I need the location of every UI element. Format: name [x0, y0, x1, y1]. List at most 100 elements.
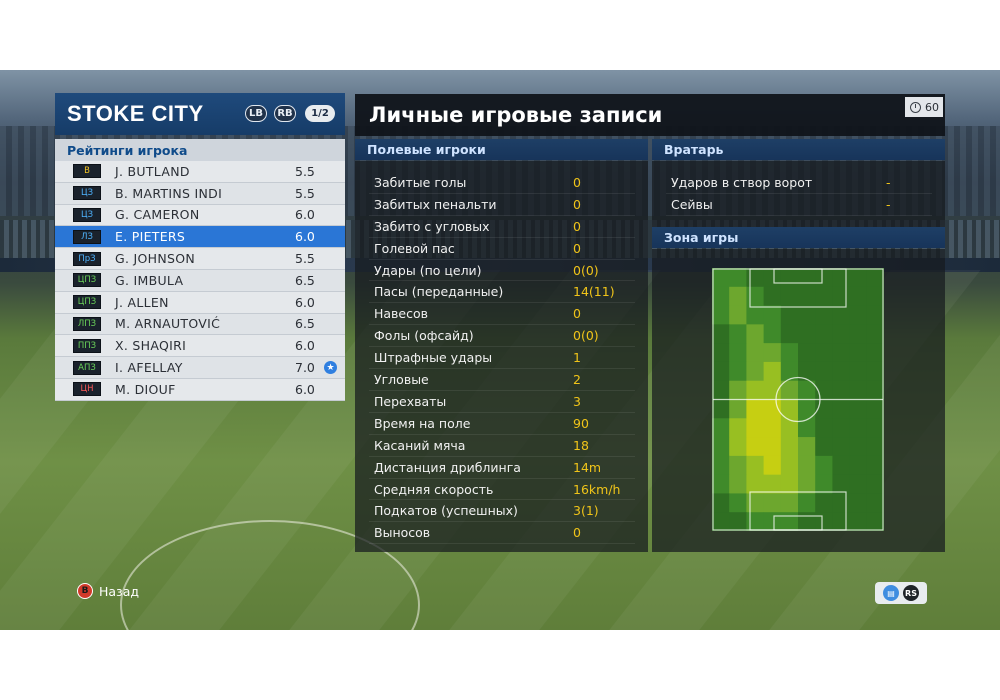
heatmap-cell — [712, 418, 730, 438]
player-row[interactable]: ЦЗ B. MARTINS INDI 5.5 — [55, 182, 345, 205]
player-row[interactable]: ЦПЗ G. IMBULA 6.5 — [55, 269, 345, 292]
heatmap-cell — [798, 474, 816, 494]
stat-row: Подкатов (успешных) 3(1) — [369, 501, 635, 523]
player-row[interactable]: ЦПЗ J. ALLEN 6.0 — [55, 291, 345, 314]
stat-value: 3 — [573, 393, 581, 409]
player-row[interactable]: ПрЗ G. JOHNSON 5.5 — [55, 248, 345, 270]
player-rating: 5.5 — [295, 163, 315, 179]
stat-value: 1 — [573, 350, 581, 366]
heatmap-cell — [815, 418, 833, 438]
stat-row: Фолы (офсайд) 0(0) — [369, 325, 635, 348]
stat-value: 2 — [573, 372, 581, 388]
heatmap-cell — [780, 512, 799, 531]
heatmap-cell — [746, 305, 765, 325]
heatmap-cell — [832, 455, 851, 476]
position-badge: ЦЗ — [73, 186, 101, 201]
team-header: STOKE CITY LB RB 1/2 — [55, 93, 345, 135]
heatmap-cell — [746, 324, 765, 344]
heatmap-cell — [866, 324, 884, 344]
stat-row: Забито с угловых 0 — [369, 216, 635, 238]
position-badge: ЦПЗ — [73, 295, 101, 310]
heatmap-cell — [832, 361, 851, 382]
stat-label: Угловые — [374, 372, 429, 388]
heatmap — [712, 268, 884, 531]
heatmap-cell — [763, 286, 782, 307]
player-row[interactable]: ЦН M. DIOUF 6.0 — [55, 378, 345, 401]
heatmap-cell — [815, 361, 833, 382]
position-badge: ЦЗ — [73, 207, 101, 222]
heatmap-cell — [798, 399, 816, 419]
player-row[interactable]: ППЗ X. SHAQIRI 6.0 — [55, 335, 345, 358]
player-rating: 6.0 — [295, 294, 315, 310]
heatmap-cell — [746, 399, 765, 419]
rs-button-icon[interactable]: RS — [903, 585, 919, 601]
heatmap-cell — [712, 286, 730, 307]
heatmap-cell — [729, 380, 747, 400]
team-name: STOKE CITY — [67, 101, 204, 126]
player-row[interactable]: АПЗ I. AFELLAY 7.0 ★ — [55, 357, 345, 379]
player-row[interactable]: ЦЗ G. CAMERON 6.0 — [55, 204, 345, 227]
stat-row: Дистанция дриблинга 14m — [369, 457, 635, 479]
heatmap-cell — [746, 286, 765, 307]
heatmap-cell — [729, 268, 747, 288]
heatmap-cell — [763, 493, 782, 513]
heatmap-cell — [729, 418, 747, 438]
heatmap-cell — [866, 399, 884, 419]
heatmap-cell — [832, 268, 851, 288]
heatmap-cell — [866, 343, 884, 363]
heatmap-cell — [780, 455, 799, 476]
heatmap-cell — [780, 474, 799, 494]
stat-value: 0 — [573, 196, 581, 212]
heatmap-cell — [832, 324, 851, 344]
heatmap-cell — [763, 343, 782, 363]
player-row[interactable]: В J. BUTLAND 5.5 — [55, 161, 345, 183]
heatmap-cell — [798, 493, 816, 513]
heatmap-cell — [849, 437, 868, 457]
player-row[interactable]: ЛЗ E. PIETERS 6.0 — [55, 226, 345, 249]
stat-row: Перехваты 3 — [369, 391, 635, 413]
heatmap-cell — [712, 268, 730, 288]
stat-label: Перехваты — [374, 393, 447, 409]
heatmap-cell — [866, 437, 884, 457]
heatmap-cell — [712, 361, 730, 382]
stat-row: Пасы (переданные) 14(11) — [369, 282, 635, 304]
heatmap-cell — [849, 493, 868, 513]
back-button[interactable]: B Назад — [77, 583, 139, 599]
stat-label: Голевой пас — [374, 240, 455, 256]
position-badge: В — [73, 164, 101, 179]
heatmap-cell — [712, 437, 730, 457]
heatmap-cell — [815, 512, 833, 531]
ratings-header: Рейтинги игрока — [55, 139, 345, 161]
chat-icon[interactable]: ▤ — [883, 585, 899, 601]
heatmap-cell — [780, 361, 799, 382]
heatmap-cell — [712, 493, 730, 513]
lb-button[interactable]: LB — [245, 105, 267, 122]
heatmap-cell — [763, 305, 782, 325]
stat-label: Забитых пенальти — [374, 196, 497, 212]
pitch-marking — [773, 268, 823, 284]
stat-label: Выносов — [374, 525, 431, 541]
heatmap-cell — [746, 437, 765, 457]
stat-label: Касаний мяча — [374, 437, 466, 453]
heatmap-cell — [832, 437, 851, 457]
rb-button[interactable]: RB — [274, 105, 296, 122]
heatmap-cell — [798, 380, 816, 400]
timer-badge: 60 — [905, 97, 943, 117]
heatmap-cell — [780, 286, 799, 307]
player-rating: 6.0 — [295, 229, 315, 245]
heatmap-cell — [832, 399, 851, 419]
clock-icon — [910, 101, 921, 113]
heatmap-cell — [780, 324, 799, 344]
player-rating: 5.5 — [295, 185, 315, 201]
stat-label: Фолы (офсайд) — [374, 328, 474, 344]
player-name: G. CAMERON — [115, 207, 200, 223]
heatmap-cell — [866, 268, 884, 288]
stat-label: Пасы (переданные) — [374, 284, 504, 300]
stat-value: 16km/h — [573, 481, 621, 497]
heatmap-cell — [729, 305, 747, 325]
heatmap-cell — [780, 437, 799, 457]
player-name: E. PIETERS — [115, 229, 186, 245]
footer-controls[interactable]: ▤ RS — [875, 582, 927, 604]
player-row[interactable]: ЛПЗ M. ARNAUTOVIĆ 6.5 — [55, 313, 345, 336]
heatmap-cell — [746, 418, 765, 438]
